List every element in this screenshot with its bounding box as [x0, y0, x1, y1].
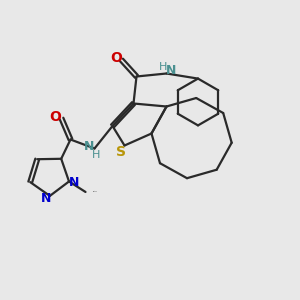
Text: N: N: [166, 64, 176, 77]
Text: O: O: [110, 51, 122, 64]
Text: N: N: [84, 140, 94, 154]
Text: N: N: [40, 192, 51, 206]
Text: H: H: [159, 62, 168, 72]
Text: H: H: [92, 150, 100, 160]
Text: N: N: [69, 176, 79, 190]
Text: O: O: [50, 110, 61, 124]
Text: S: S: [116, 145, 126, 159]
Text: methyl: methyl: [93, 191, 98, 192]
